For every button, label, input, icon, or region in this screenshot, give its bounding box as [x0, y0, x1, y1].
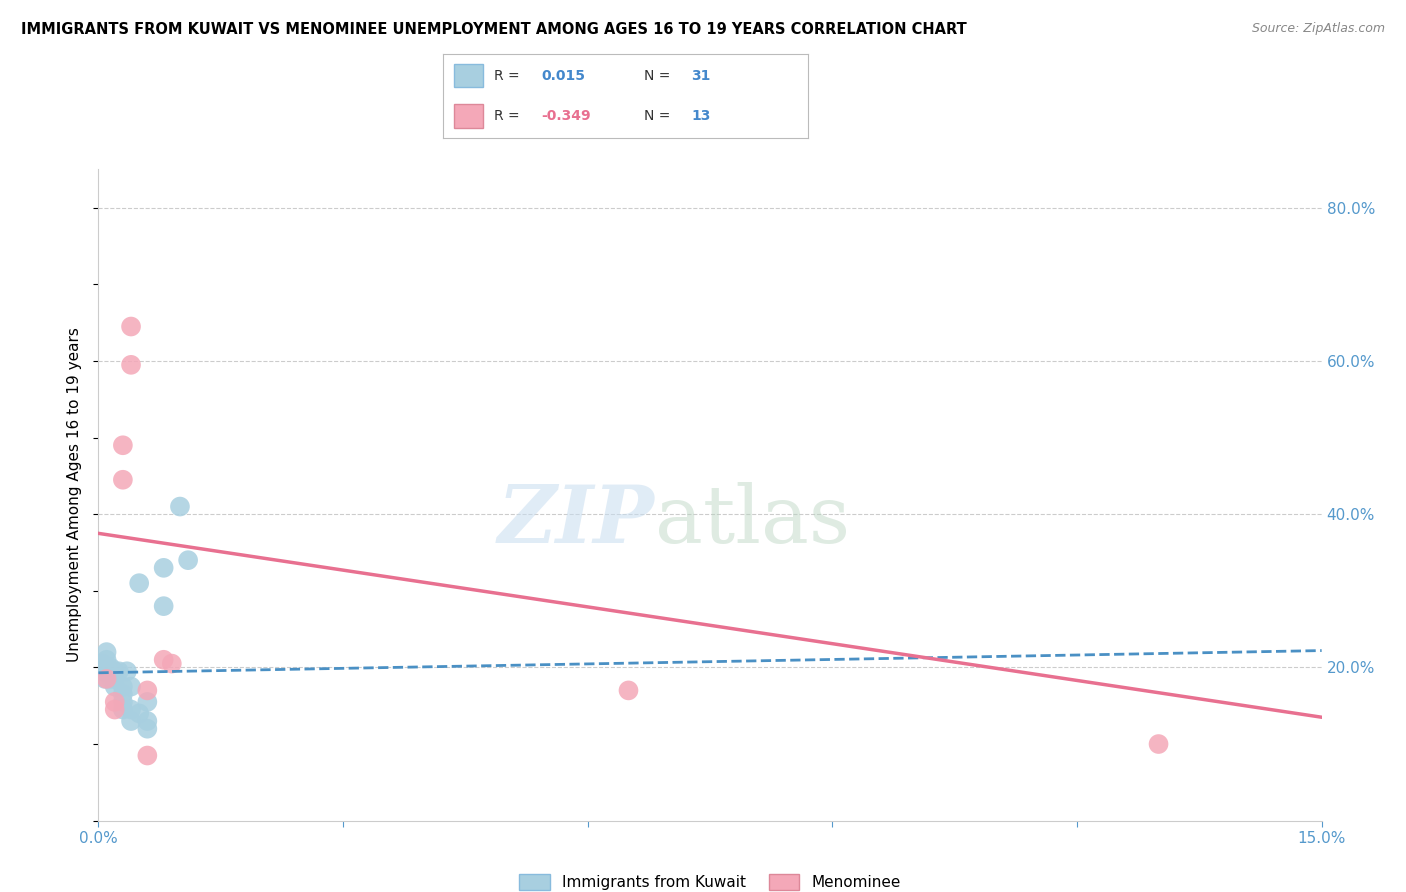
- Point: [115, 665, 138, 679]
- Point: [136, 748, 159, 763]
- Text: N =: N =: [644, 69, 675, 83]
- Point: [111, 680, 134, 694]
- Point: [100, 672, 122, 686]
- Point: [111, 473, 134, 487]
- Text: IMMIGRANTS FROM KUWAIT VS MENOMINEE UNEMPLOYMENT AMONG AGES 16 TO 19 YEARS CORRE: IMMIGRANTS FROM KUWAIT VS MENOMINEE UNEM…: [21, 22, 967, 37]
- Point: [177, 553, 200, 567]
- Point: [120, 319, 142, 334]
- Text: 0.015: 0.015: [541, 69, 585, 83]
- Point: [111, 687, 134, 701]
- Point: [91, 657, 114, 671]
- Text: N =: N =: [644, 109, 675, 123]
- Point: [104, 665, 127, 679]
- Point: [104, 680, 127, 694]
- Point: [120, 714, 142, 728]
- Point: [94, 665, 117, 679]
- Point: [111, 702, 134, 716]
- Point: [104, 672, 127, 686]
- Point: [128, 706, 150, 721]
- Point: [96, 665, 118, 679]
- Text: R =: R =: [494, 69, 524, 83]
- Point: [96, 645, 118, 659]
- Text: -0.349: -0.349: [541, 109, 591, 123]
- Y-axis label: Unemployment Among Ages 16 to 19 years: Unemployment Among Ages 16 to 19 years: [67, 327, 83, 663]
- Point: [111, 438, 134, 452]
- Text: atlas: atlas: [655, 482, 851, 560]
- Point: [104, 702, 127, 716]
- Text: ZIP: ZIP: [498, 483, 655, 560]
- Point: [128, 576, 150, 591]
- Point: [136, 683, 159, 698]
- Point: [136, 714, 159, 728]
- Text: R =: R =: [494, 109, 524, 123]
- Point: [136, 722, 159, 736]
- Point: [120, 702, 142, 716]
- Point: [152, 599, 174, 614]
- Point: [152, 561, 174, 575]
- Point: [96, 660, 118, 674]
- Point: [120, 358, 142, 372]
- Text: 31: 31: [692, 69, 711, 83]
- Point: [96, 672, 118, 686]
- Point: [1147, 737, 1170, 751]
- Point: [152, 653, 174, 667]
- Point: [111, 695, 134, 709]
- Point: [96, 653, 118, 667]
- Legend: Immigrants from Kuwait, Menominee: Immigrants from Kuwait, Menominee: [519, 874, 901, 890]
- Point: [91, 665, 114, 679]
- Text: Source: ZipAtlas.com: Source: ZipAtlas.com: [1251, 22, 1385, 36]
- Bar: [454, 63, 484, 87]
- Point: [120, 680, 142, 694]
- Point: [169, 500, 191, 514]
- Point: [160, 657, 183, 671]
- Point: [104, 695, 127, 709]
- Point: [617, 683, 640, 698]
- Point: [94, 672, 117, 686]
- Point: [108, 665, 131, 679]
- Point: [136, 695, 159, 709]
- Text: 13: 13: [692, 109, 711, 123]
- Bar: [454, 104, 484, 128]
- Point: [100, 660, 122, 674]
